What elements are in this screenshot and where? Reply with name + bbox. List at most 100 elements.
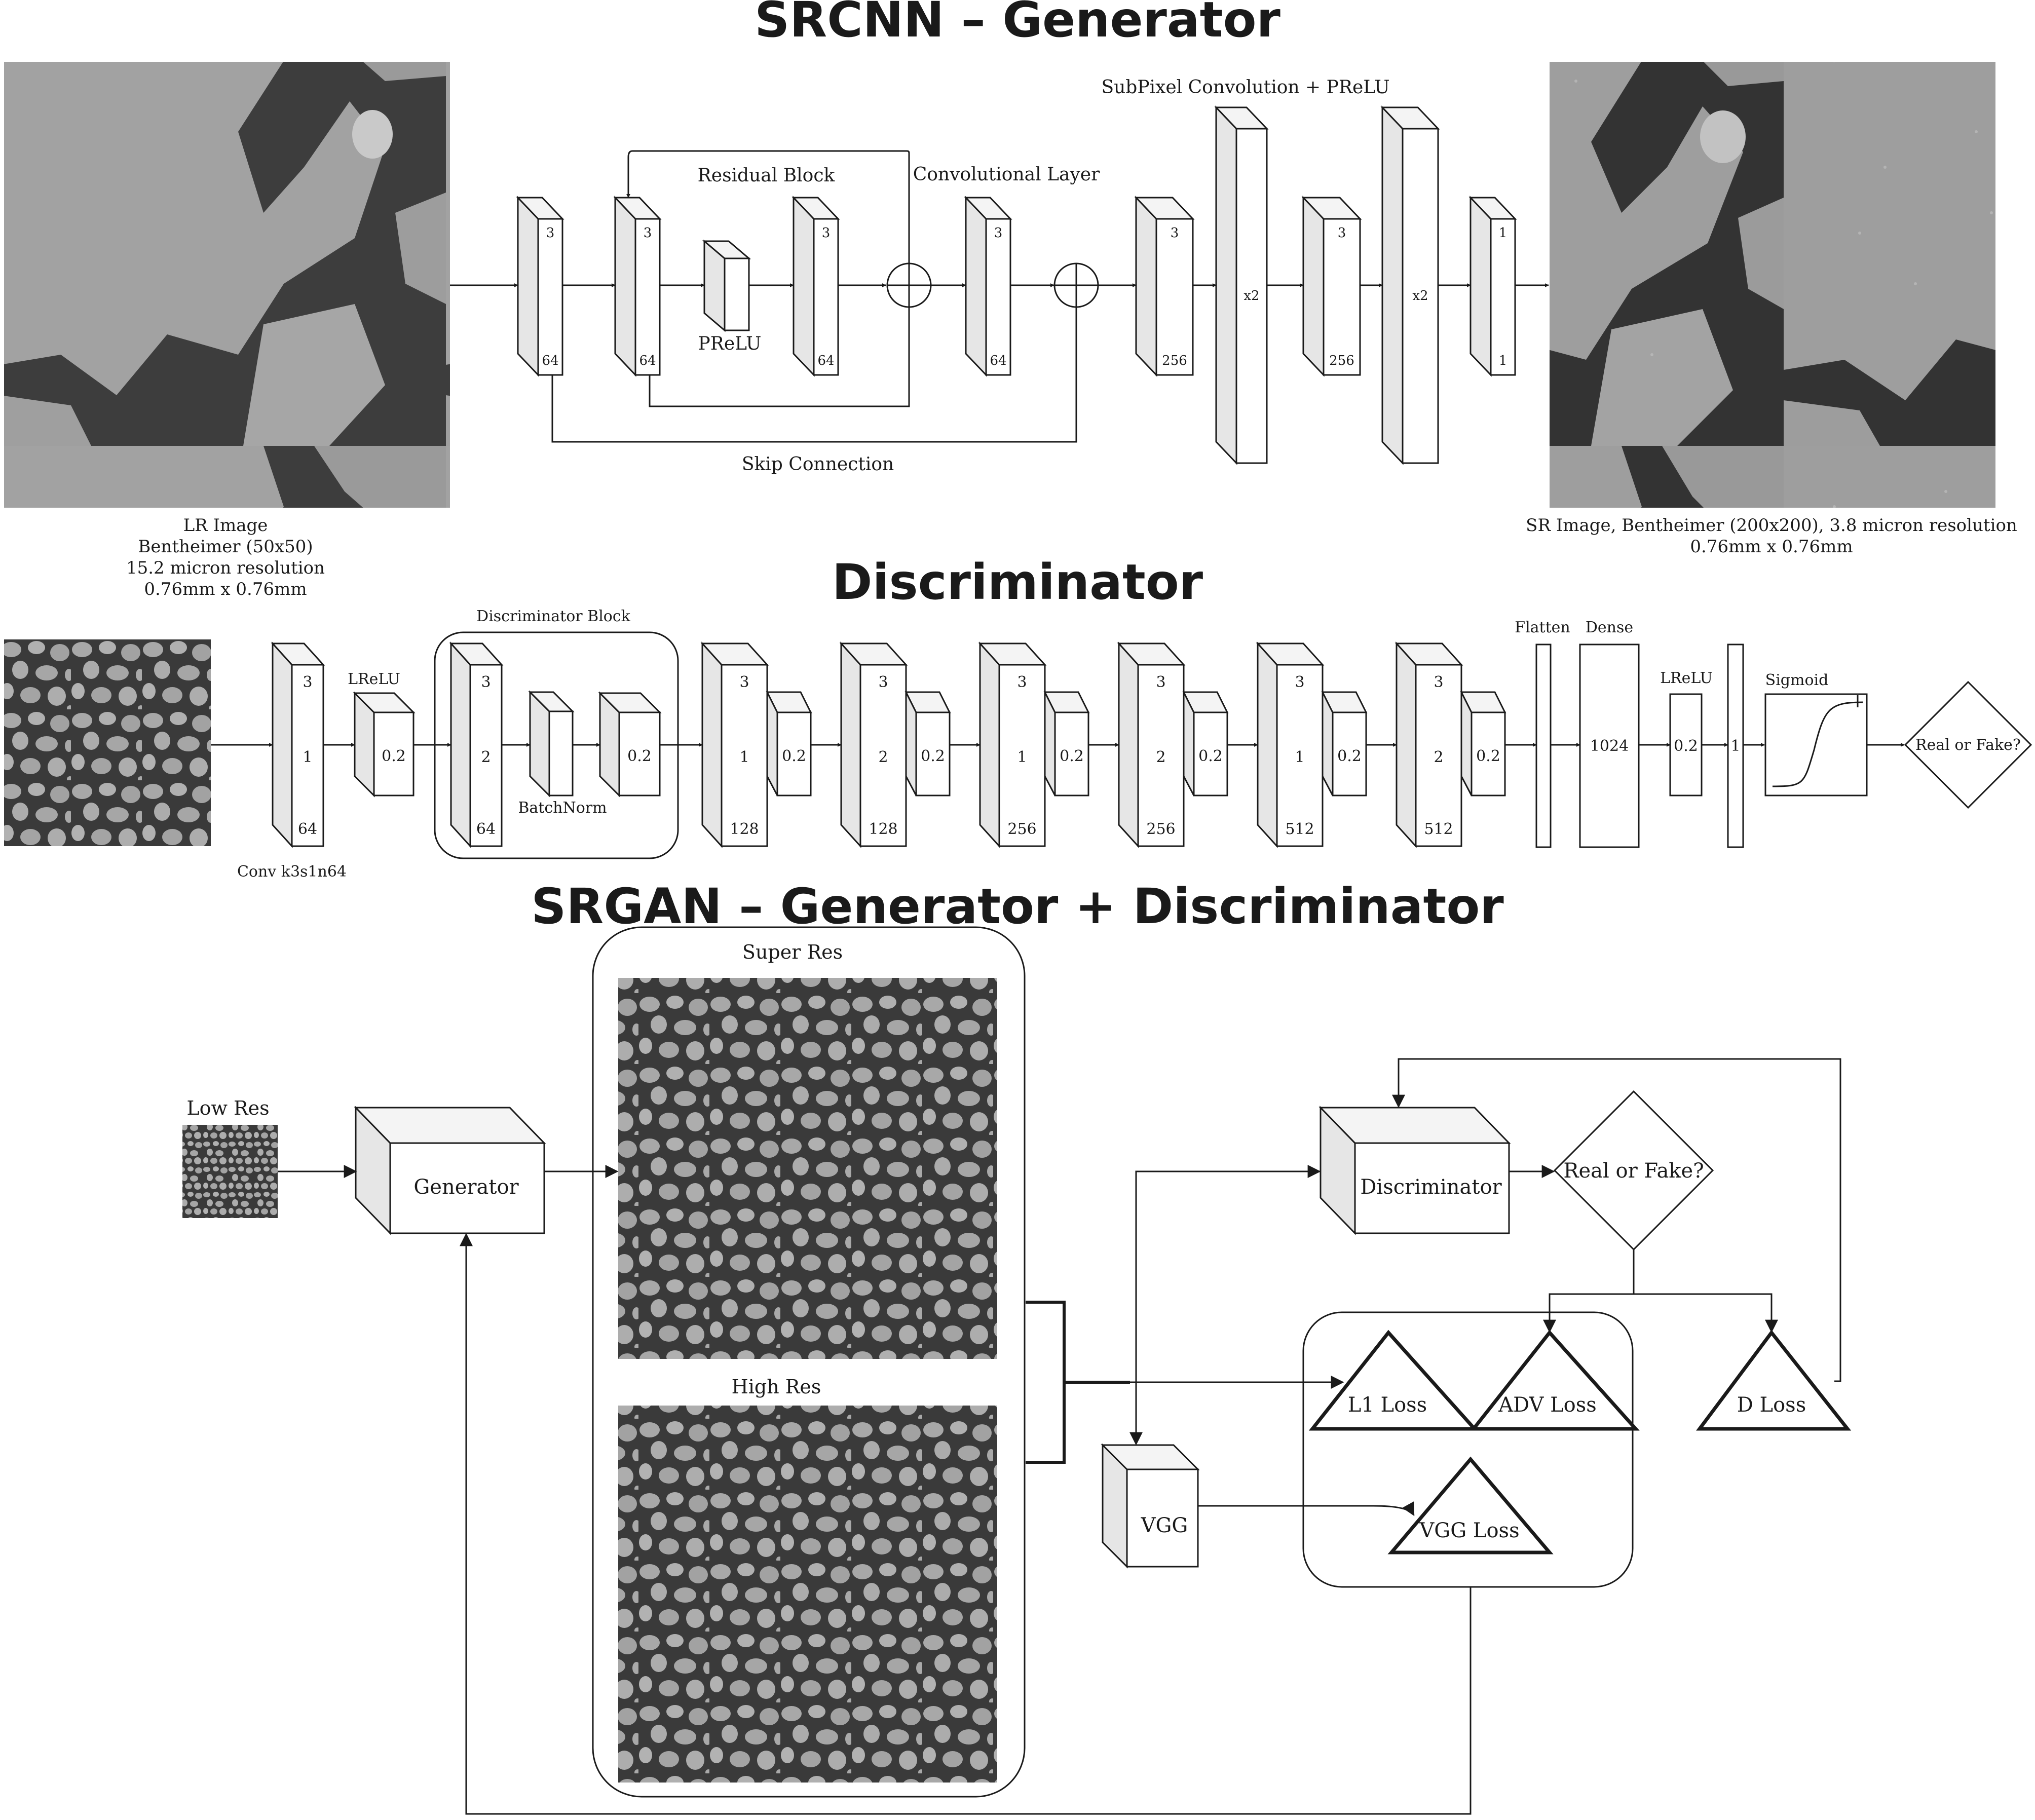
layer-channels: 128	[730, 820, 759, 838]
flatten-label: Flatten	[1515, 619, 1570, 636]
conv-layer: 3 256	[1134, 196, 1195, 377]
layer-kernel: 3	[878, 673, 888, 691]
layer-kernel: 3	[994, 225, 1003, 241]
disc-block-conv: 3 2 64	[449, 641, 504, 848]
sum-node	[1053, 262, 1099, 308]
residual-block-label: Residual Block	[698, 165, 836, 186]
generator-title: SRCNN – Generator	[755, 0, 1280, 48]
layer-kernel: 1	[1499, 225, 1508, 241]
subpixel-label: SubPixel Convolution + PReLU	[1101, 77, 1389, 98]
layer-channels: 512	[1424, 820, 1453, 838]
decision-diamond	[1904, 680, 2032, 809]
lrelu-value: 0.2	[1476, 747, 1500, 765]
lrelu-value: 0.2	[1674, 737, 1698, 755]
layer-stride: 1	[739, 748, 749, 766]
residual-conv-layer: 3 64	[613, 196, 662, 377]
layer-channels: 256	[1007, 820, 1036, 838]
vgg-loss-label: VGG Loss	[1419, 1519, 1519, 1542]
sigmoid-curve	[1772, 701, 1863, 787]
layer-stride: 1	[1017, 748, 1027, 766]
layer-kernel: 3	[303, 673, 312, 691]
discriminator-title: Discriminator	[832, 554, 1203, 611]
layer-stride: 1	[1295, 748, 1304, 766]
layer-channels: 1	[1499, 353, 1508, 368]
layer-stride: 2	[1156, 748, 1165, 766]
super-res-label: Super Res	[742, 941, 843, 963]
vgg-to-loss-arrow	[1198, 1501, 1415, 1516]
layer-kernel: 3	[1171, 225, 1179, 241]
adv-loss-label: ADV Loss	[1498, 1393, 1597, 1417]
disc-block: 3 2 256 0.2	[1117, 641, 1229, 848]
sr-caption: SR Image, Bentheimer (200x200), 3.8 micr…	[1526, 515, 2017, 557]
disc-conv-layer: 3 1 64	[271, 641, 325, 848]
layer-stride: 2	[878, 748, 888, 766]
layer-channels: 128	[869, 820, 897, 838]
subpixel-layer: x2	[1214, 105, 1269, 465]
discriminator-section: 3 1 64 Conv k3s1n64 LReLU 0.2 Discrimina…	[4, 608, 2032, 881]
lrelu-value: 0.2	[921, 747, 945, 765]
layer-kernel: 3	[1295, 673, 1304, 691]
lrelu-layer: 0.2	[353, 691, 416, 798]
lrelu-value: 0.2	[1198, 747, 1223, 765]
d-loss-label: D Loss	[1737, 1393, 1806, 1417]
discriminator-block-label: Discriminator Block	[476, 608, 631, 625]
layer-channels: 64	[476, 820, 496, 838]
srgan-section: Super Res High Res Low Res Generator Dis…	[182, 926, 1852, 1815]
lr-caption-line: 0.76mm x 0.76mm	[144, 579, 307, 599]
conv-layer-label: Convolutional Layer	[913, 164, 1100, 185]
lrelu-value: 0.2	[627, 747, 652, 765]
image-pair-bracket	[1026, 1301, 1066, 1464]
low-res-label: Low Res	[186, 1097, 269, 1119]
batchnorm-layer	[528, 690, 575, 798]
upscale-factor: x2	[1412, 288, 1428, 304]
layer-channels: 256	[1162, 353, 1187, 368]
to-adv-loss-arrow	[1543, 1249, 1635, 1333]
sum-node	[886, 262, 932, 308]
layer-kernel: 3	[822, 225, 831, 241]
lrelu-value: 0.2	[782, 747, 806, 765]
residual-return-arrow	[649, 298, 911, 407]
residual-conv-layer: 3 64	[792, 196, 840, 377]
residual-loop-arrow	[626, 150, 910, 285]
lrelu-label: LReLU	[348, 670, 400, 688]
sr-image	[1550, 62, 1995, 508]
lrelu-value: 0.2	[382, 747, 406, 765]
skip-connection-arrow	[551, 299, 1078, 443]
layer-kernel: 3	[644, 225, 652, 241]
layer-stride: 1	[303, 748, 312, 766]
generator-box: Generator	[354, 1106, 546, 1235]
layer-kernel: 3	[739, 673, 749, 691]
layer-kernel: 3	[1156, 673, 1165, 691]
vgg-loss-triangle: VGG Loss	[1387, 1456, 1554, 1554]
adv-loss-triangle: ADV Loss	[1469, 1330, 1640, 1431]
super-res-image	[618, 978, 997, 1359]
d-loss-feedback-arrow	[1392, 1058, 1841, 1382]
lr-caption-line: Bentheimer (50x50)	[138, 537, 313, 557]
upscale-factor: x2	[1243, 288, 1259, 304]
high-res-image	[618, 1406, 997, 1783]
l1-loss-triangle: L1 Loss	[1308, 1330, 1479, 1431]
discriminator-input-image	[4, 639, 211, 846]
layer-channels: 256	[1146, 820, 1175, 838]
to-vgg-arrow	[1129, 1170, 1321, 1446]
layer-kernel: 3	[1017, 673, 1027, 691]
lrelu-value: 0.2	[1337, 747, 1362, 765]
dense-value: 1024	[1590, 737, 1629, 755]
sigmoid-label: Sigmoid	[1765, 671, 1829, 689]
conv-layer: 3 64	[516, 196, 564, 377]
layer-kernel: 3	[481, 673, 491, 691]
image-pair-frame	[592, 926, 1026, 1798]
sr-caption-line: 0.76mm x 0.76mm	[1690, 537, 1853, 557]
lr-caption-line: 15.2 micron resolution	[126, 558, 325, 578]
generator-feedback-arrow	[460, 1233, 1472, 1815]
l1-loss-label: L1 Loss	[1348, 1393, 1427, 1417]
output-conv-layer: 1 1	[1468, 196, 1517, 377]
layer-channels: 64	[990, 353, 1006, 368]
lrelu-layer: 0.2	[598, 691, 662, 798]
generator-section: LR Image Bentheimer (50x50) 15.2 micron …	[4, 62, 2017, 599]
layer-channels: 64	[639, 353, 656, 368]
discriminator-box: Discriminator	[1318, 1106, 1511, 1235]
layer-stride: 2	[481, 748, 491, 766]
layer-kernel: 3	[1434, 673, 1443, 691]
conv-layer: 3 64	[964, 196, 1012, 377]
